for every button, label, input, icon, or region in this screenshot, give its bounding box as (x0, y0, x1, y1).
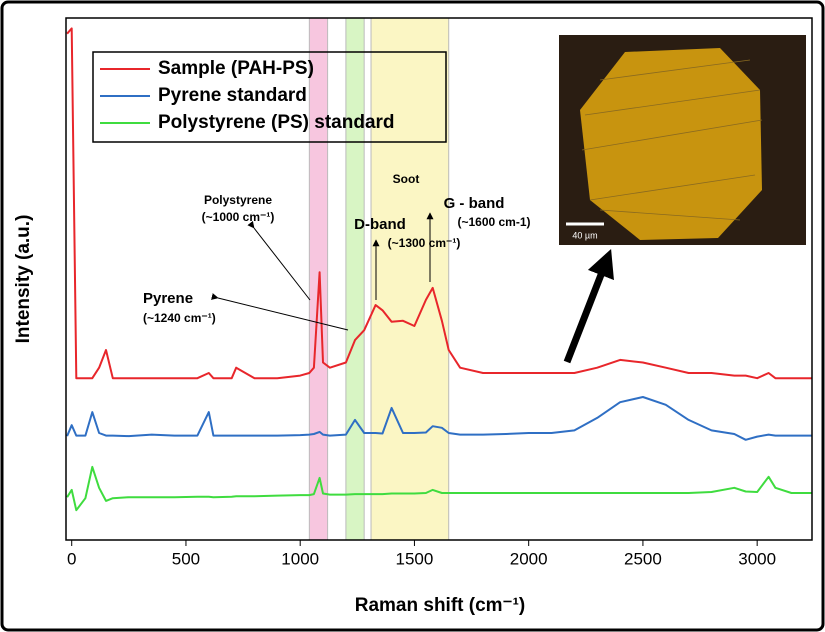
x-tick-label: 1500 (396, 549, 434, 568)
series-line (66, 27, 812, 380)
x-tick-label: 0 (67, 549, 76, 568)
legend-label: Pyrene standard (158, 85, 307, 106)
arrow (211, 293, 349, 331)
annotation: G - band (444, 195, 505, 212)
x-tick-label: 3000 (738, 549, 776, 568)
legend (92, 51, 447, 143)
lines (66, 27, 812, 512)
annotation: D-band (354, 216, 406, 233)
plot-frame (65, 17, 813, 541)
crystal (580, 48, 762, 240)
annotation: (~1240 cm⁻¹) (143, 311, 216, 325)
annotation: Pyrene (143, 290, 193, 307)
series-line (66, 465, 812, 512)
x-tick-label: 2500 (624, 549, 662, 568)
annotation: Soot (393, 172, 420, 186)
x-tick-label: 1000 (281, 549, 319, 568)
highlight-band (370, 17, 450, 541)
legend-label: Polystyrene (PS) standard (158, 112, 395, 133)
series-line (66, 396, 812, 441)
legend-entries: Sample (PAH-PS) Pyrene standard Polystyren… (100, 58, 395, 133)
y-axis-label: Intensity (a.u.) (13, 215, 34, 344)
inset-arrow (563, 248, 614, 364)
annotation: Polystyrene (204, 193, 272, 207)
highlight-band (345, 17, 365, 541)
crystal-lines (581, 59, 763, 221)
arrow (247, 220, 311, 301)
x-axis-label: Raman shift (cm⁻¹) (355, 595, 526, 616)
bands (308, 17, 450, 541)
annotation: (~1300 cm⁻¹) (388, 236, 461, 250)
annotation: (~1600 cm-1) (457, 215, 530, 229)
scale-label: 40 µm (572, 230, 597, 240)
x-tick-label: 500 (172, 549, 200, 568)
x-tick-label: 2000 (510, 549, 548, 568)
legend-label: Sample (PAH-PS) (158, 58, 314, 79)
annotation: (~1000 cm⁻¹) (202, 210, 275, 224)
